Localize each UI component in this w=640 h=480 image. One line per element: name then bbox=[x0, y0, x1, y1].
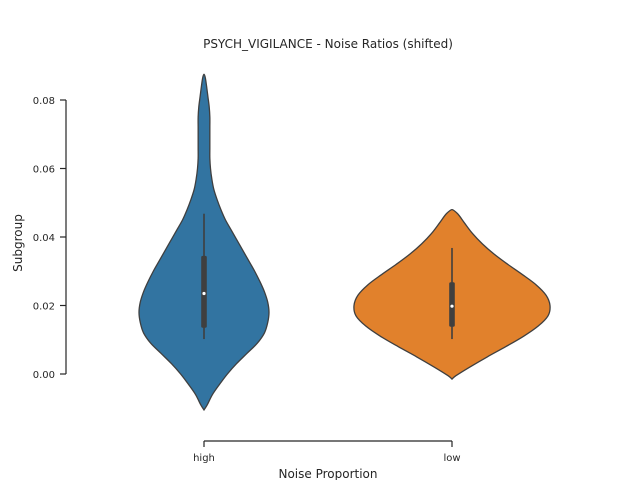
iqr-box-high bbox=[201, 255, 207, 328]
y-tick-label: 0.04 bbox=[33, 233, 55, 244]
y-axis-ticks: 0.00 0.02 0.04 0.06 0.08 bbox=[33, 96, 66, 381]
violin-high bbox=[138, 73, 270, 412]
y-tick-label: 0.02 bbox=[33, 302, 55, 313]
median-point-high bbox=[202, 291, 206, 296]
x-tick-label-low: low bbox=[443, 453, 460, 464]
x-axis-label: Noise Proportion bbox=[278, 467, 377, 480]
y-axis-label: Subgroup bbox=[11, 214, 25, 272]
chart-title: PSYCH_VIGILANCE - Noise Ratios (shifted) bbox=[203, 37, 453, 51]
violin-low bbox=[353, 208, 551, 381]
x-axis-ticks: high low bbox=[193, 441, 461, 464]
y-tick-label: 0.00 bbox=[33, 370, 55, 381]
y-tick-label: 0.08 bbox=[33, 96, 55, 107]
median-point-low bbox=[450, 304, 454, 308]
violins bbox=[138, 73, 551, 412]
y-tick-label: 0.06 bbox=[33, 165, 55, 176]
x-tick-label-high: high bbox=[193, 453, 215, 464]
iqr-box-low bbox=[449, 282, 455, 327]
